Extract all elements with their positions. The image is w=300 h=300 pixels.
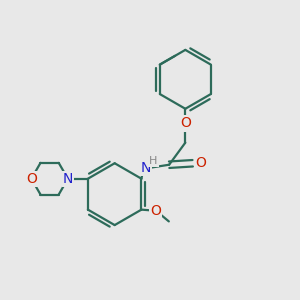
Text: O: O [150,204,161,218]
Text: H: H [149,156,158,166]
Text: O: O [196,156,206,170]
Text: O: O [26,172,37,186]
Text: O: O [180,116,191,130]
Text: N: N [63,172,73,186]
Text: N: N [140,161,151,175]
